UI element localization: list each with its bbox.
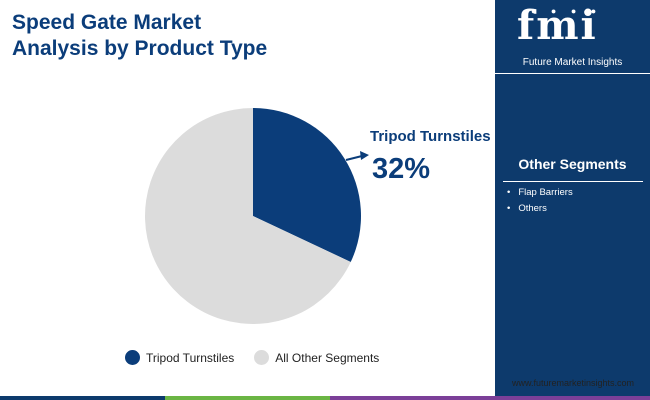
legend-item-other: All Other Segments [254,350,379,365]
bar-segment-purple [330,396,650,400]
divider [503,181,643,182]
callout-label: Tripod Turnstiles [370,128,491,145]
page-title: Speed Gate Market Analysis by Product Ty… [12,10,482,62]
chart-legend: Tripod Turnstiles All Other Segments [125,350,399,365]
other-segments-title: Other Segments [518,156,627,172]
list-item: Flap Barriers [507,187,572,198]
list-item: Others [507,203,573,214]
pie-slice-tripod-turnstiles [253,108,361,262]
brand-logo: ● ● ● ● fmi Future Market Insights [495,0,650,74]
legend-item-tripod: Tripod Turnstiles [125,350,234,365]
side-panel: ● ● ● ● fmi Future Market Insights Other… [495,0,650,400]
bar-segment-blue [0,396,165,400]
legend-label-tripod: Tripod Turnstiles [146,350,235,365]
legend-swatch-tripod [125,350,140,365]
website-link[interactable]: www.futuremarketinsights.com [511,378,635,388]
title-line-1: Speed Gate Market [12,11,202,34]
bar-segment-green [165,396,330,400]
brand-name: Future Market Insights [522,57,623,68]
other-segments-list: Flap Barriers Others [507,187,573,219]
callout-arrow-head [360,151,369,160]
title-line-2: Analysis by Product Type [12,37,268,60]
pie-slice-all-other-segments [145,108,351,324]
callout-value: 32% [372,153,431,185]
logo-icons: ● ● ● ● [531,6,603,16]
bottom-color-bar [0,396,650,400]
legend-label-other: All Other Segments [275,350,380,365]
pie-chart [145,108,369,324]
callout-arrow-line [345,155,363,161]
logo-wordmark: fmi [517,2,598,49]
legend-swatch-other [254,350,270,365]
